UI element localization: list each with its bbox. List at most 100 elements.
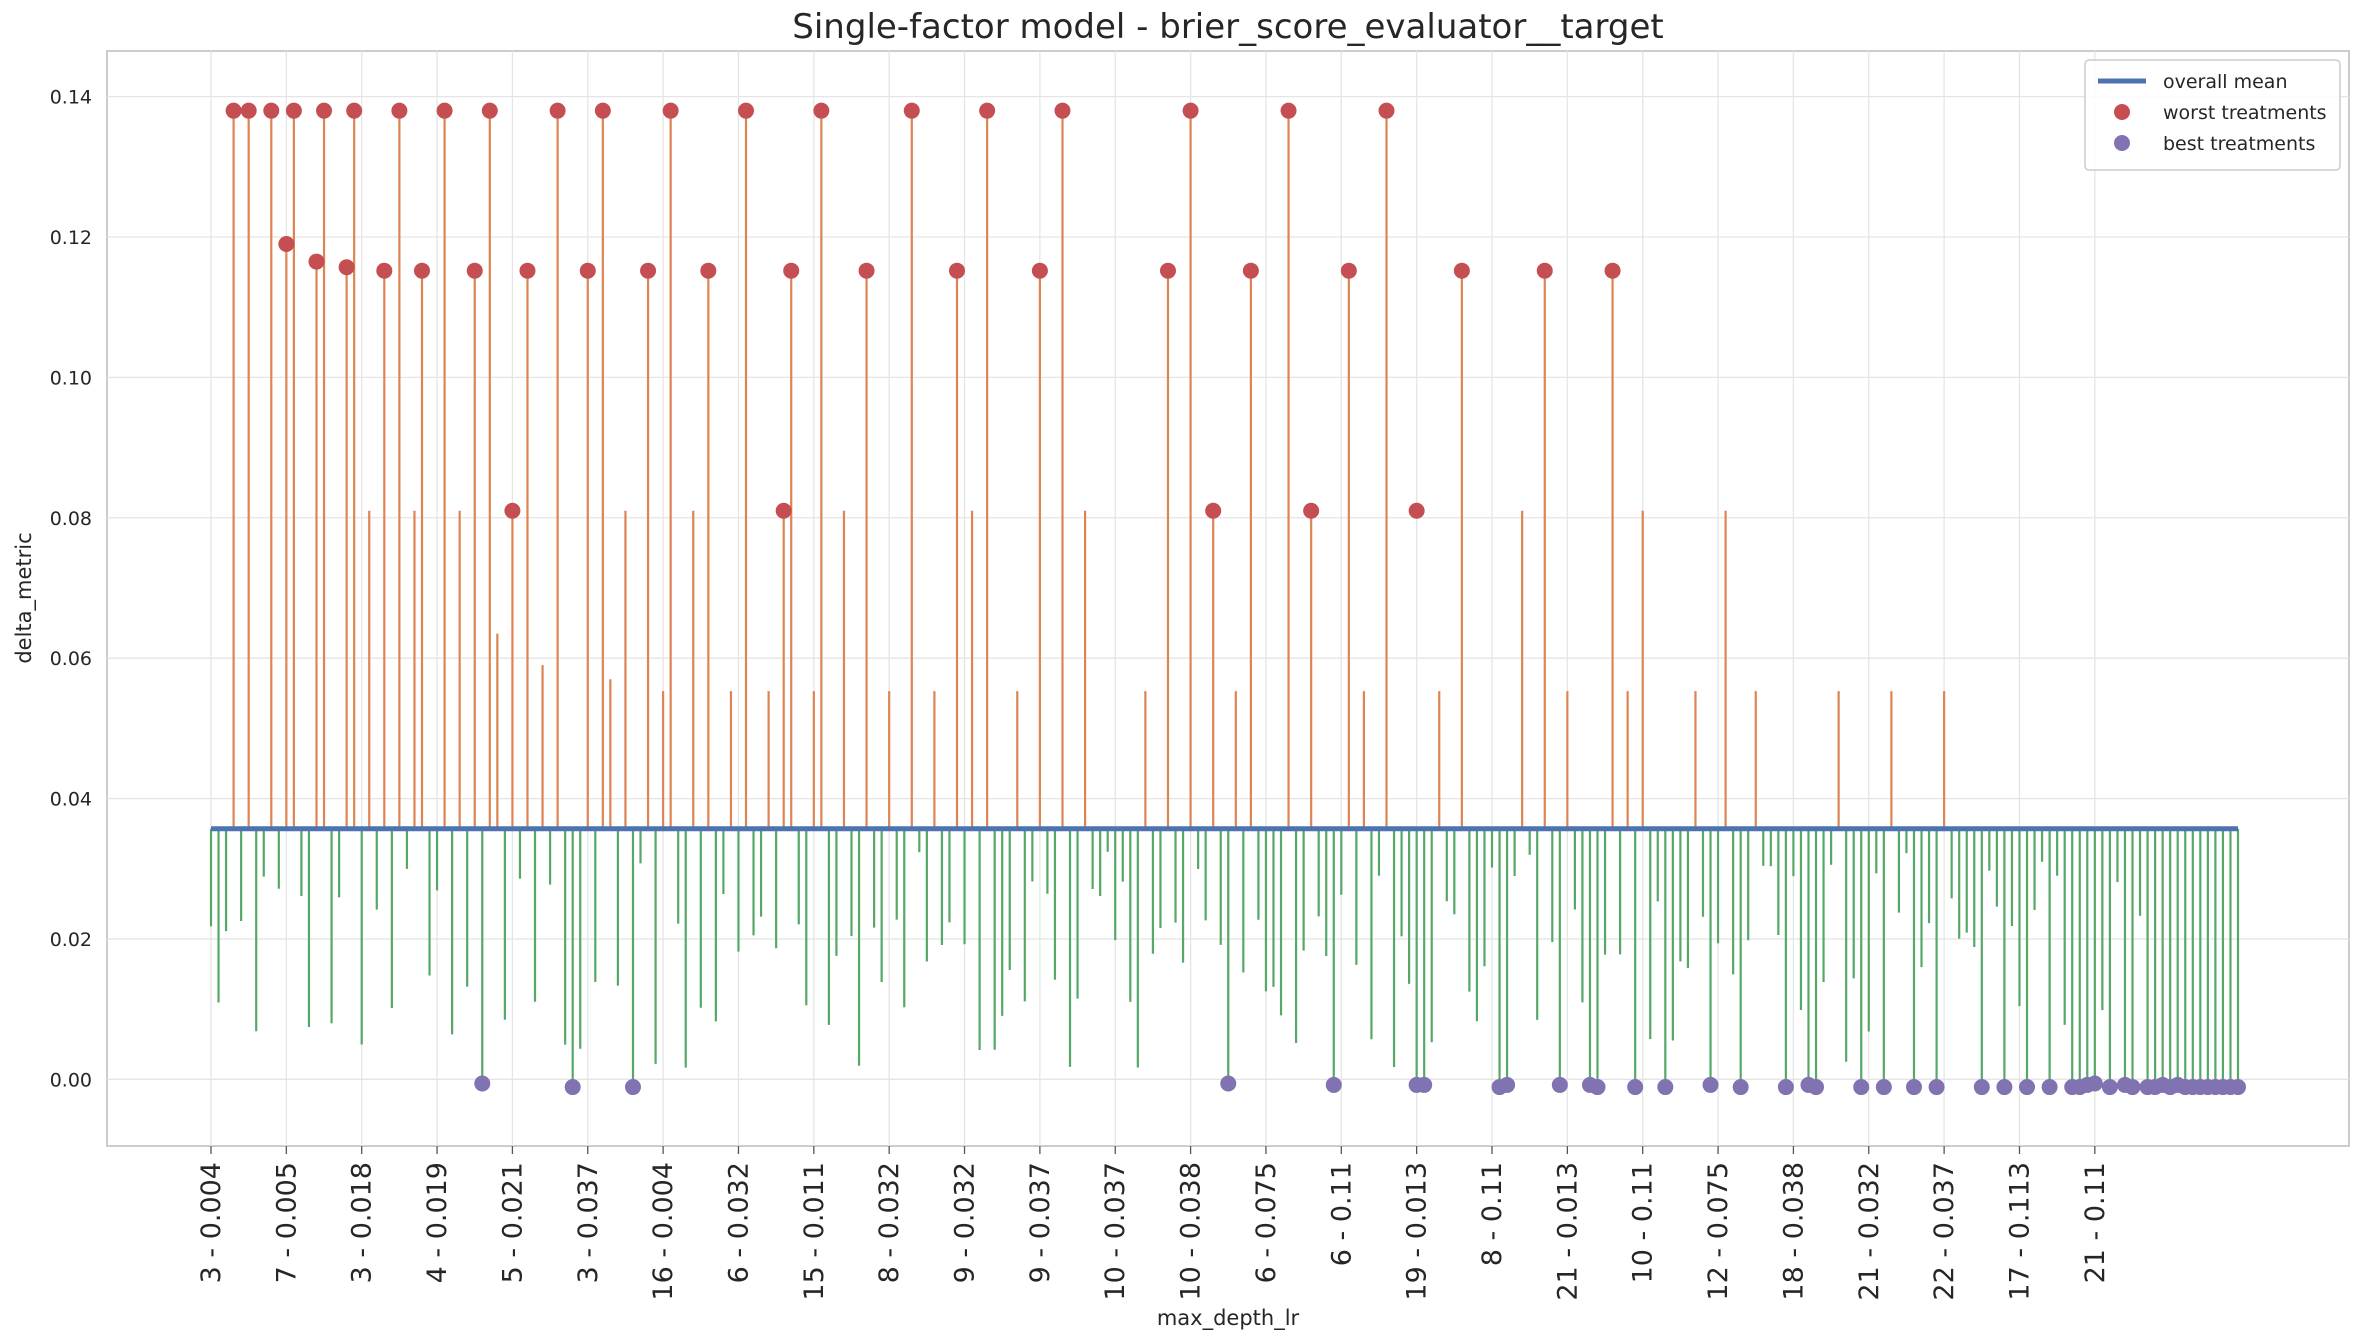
- worst-treatment-marker: [1280, 102, 1297, 119]
- legend: overall mean worst treatments best treat…: [2084, 59, 2341, 171]
- worst-treatment-marker: [436, 102, 453, 119]
- best-treatment-marker: [624, 1079, 641, 1096]
- x-tick-label: 10 - 0.038: [1176, 1162, 1207, 1301]
- x-tick-label: 8 - 0.11: [1477, 1162, 1508, 1266]
- worst-treatment-marker: [1604, 262, 1621, 279]
- worst-treatment-marker: [1378, 102, 1395, 119]
- worst-treatment-marker: [285, 102, 302, 119]
- x-tick-label: 19 - 0.013: [1402, 1162, 1433, 1301]
- x-tick-label: 15 - 0.011: [799, 1162, 830, 1301]
- x-tick-label: 17 - 0.113: [2004, 1162, 2035, 1301]
- worst-treatment-marker: [346, 102, 363, 119]
- worst-treatment-marker: [979, 102, 996, 119]
- x-axis-label: max_depth_lr: [1157, 1306, 1300, 1331]
- legend-label-worst-treatments: worst treatments: [2163, 102, 2327, 124]
- y-tick-label: 0.12: [50, 227, 92, 249]
- x-tick-label: 21 - 0.013: [1552, 1162, 1583, 1301]
- x-tick-label: 9 - 0.032: [950, 1162, 981, 1283]
- worst-treatment-marker: [1408, 502, 1425, 519]
- best-treatment-marker: [564, 1079, 581, 1096]
- best-treatment-marker: [1905, 1079, 1922, 1096]
- worst-treatment-marker: [640, 262, 657, 279]
- worst-treatment-marker: [1205, 502, 1222, 519]
- worst-treatment-marker: [1340, 262, 1357, 279]
- x-tick-label: 3 - 0.018: [347, 1162, 378, 1283]
- best-treatment-marker: [1551, 1076, 1568, 1093]
- worst-treatment-marker: [308, 253, 325, 270]
- x-tick-label: 12 - 0.075: [1703, 1162, 1734, 1301]
- worst-treatment-marker: [278, 236, 295, 253]
- x-tick-label: 16 - 0.004: [648, 1162, 679, 1301]
- worst-treatment-marker: [903, 102, 920, 119]
- best-treatment-marker: [2041, 1079, 2058, 1096]
- x-axis-ticks: 3 - 0.004 7 - 0.005 3 - 0.018 4 - 0.019 5 - …: [196, 1146, 2111, 1301]
- best-treatment-marker: [1220, 1075, 1237, 1092]
- x-tick-label: 6 - 0.075: [1251, 1162, 1282, 1283]
- best-treatment-marker: [1928, 1079, 1945, 1096]
- worst-treatment-marker: [466, 262, 483, 279]
- worst-treatment-marker: [376, 262, 393, 279]
- x-tick-label: 10 - 0.037: [1100, 1162, 1131, 1301]
- legend-best-marker: [2114, 135, 2130, 151]
- worst-treatment-marker: [549, 102, 566, 119]
- best-treatment-marker: [1732, 1079, 1749, 1096]
- worst-treatment-marker: [240, 102, 257, 119]
- best-treatment-marker: [2086, 1075, 2103, 1092]
- worst-treatment-marker: [1182, 102, 1199, 119]
- x-tick-label: 21 - 0.032: [1854, 1162, 1885, 1301]
- legend-label-best-treatments: best treatments: [2163, 133, 2315, 155]
- worst-treatment-marker: [700, 262, 717, 279]
- worst-treatment-marker: [662, 102, 679, 119]
- best-treatment-marker: [1973, 1079, 1990, 1096]
- y-axis-ticks: 0.00 0.02 0.04 0.06 0.08 0.10 0.12 0.14: [50, 87, 92, 1092]
- y-tick-label: 0.04: [50, 789, 92, 811]
- worst-treatment-marker: [391, 102, 408, 119]
- x-tick-label: 8 - 0.032: [874, 1162, 905, 1283]
- best-treatment-marker: [1808, 1079, 1825, 1096]
- best-treatment-marker: [1499, 1076, 1516, 1093]
- worst-treatment-marker: [1453, 262, 1470, 279]
- worst-treatment-marker: [1303, 502, 1320, 519]
- y-axis-label: delta_metric: [12, 532, 37, 663]
- best-treatment-marker: [2124, 1079, 2141, 1096]
- best-treatment-marker: [1996, 1079, 2013, 1096]
- worst-treatment-marker: [519, 262, 536, 279]
- worst-treatment-marker: [1054, 102, 1071, 119]
- y-tick-label: 0.08: [50, 508, 92, 530]
- x-tick-label: 22 - 0.037: [1929, 1162, 1960, 1301]
- worst-treatment-marker: [738, 102, 755, 119]
- y-tick-label: 0.02: [50, 929, 92, 951]
- x-tick-label: 21 - 0.11: [2080, 1162, 2111, 1283]
- y-tick-label: 0.00: [50, 1069, 92, 1091]
- worst-treatment-marker: [225, 102, 242, 119]
- y-tick-label: 0.06: [50, 648, 92, 670]
- best-treatment-marker: [1875, 1079, 1892, 1096]
- x-tick-label: 6 - 0.11: [1326, 1162, 1357, 1266]
- x-tick-label: 5 - 0.021: [497, 1162, 528, 1283]
- best-treatment-marker: [2230, 1079, 2246, 1096]
- worst-treatment-marker: [858, 262, 875, 279]
- worst-treatment-marker: [783, 262, 800, 279]
- chart-title: Single-factor model - brier_score_evalua…: [792, 7, 1663, 47]
- worst-treatment-marker: [413, 262, 430, 279]
- best-treatment-marker: [1657, 1079, 1674, 1096]
- worst-treatment-marker: [1536, 262, 1553, 279]
- x-tick-label: 6 - 0.032: [723, 1162, 754, 1283]
- best-treatment-marker: [1853, 1079, 1870, 1096]
- worst-treatment-marker: [579, 262, 596, 279]
- y-tick-label: 0.14: [50, 87, 92, 109]
- worst-treatment-marker: [481, 102, 498, 119]
- worst-treatment-marker: [594, 102, 611, 119]
- x-tick-label: 10 - 0.11: [1628, 1162, 1659, 1283]
- worst-treatment-marker: [948, 262, 965, 279]
- worst-treatment-marker: [316, 102, 333, 119]
- best-treatment-marker: [1589, 1079, 1606, 1096]
- best-treatment-marker: [1416, 1076, 1433, 1093]
- treatment-stems: [209, 110, 2240, 1088]
- treatment-markers: [225, 102, 2246, 1096]
- x-tick-label: 3 - 0.004: [196, 1162, 227, 1283]
- best-treatment-marker: [1702, 1076, 1719, 1093]
- worst-treatment-marker: [1242, 262, 1259, 279]
- legend-worst-marker: [2114, 104, 2130, 120]
